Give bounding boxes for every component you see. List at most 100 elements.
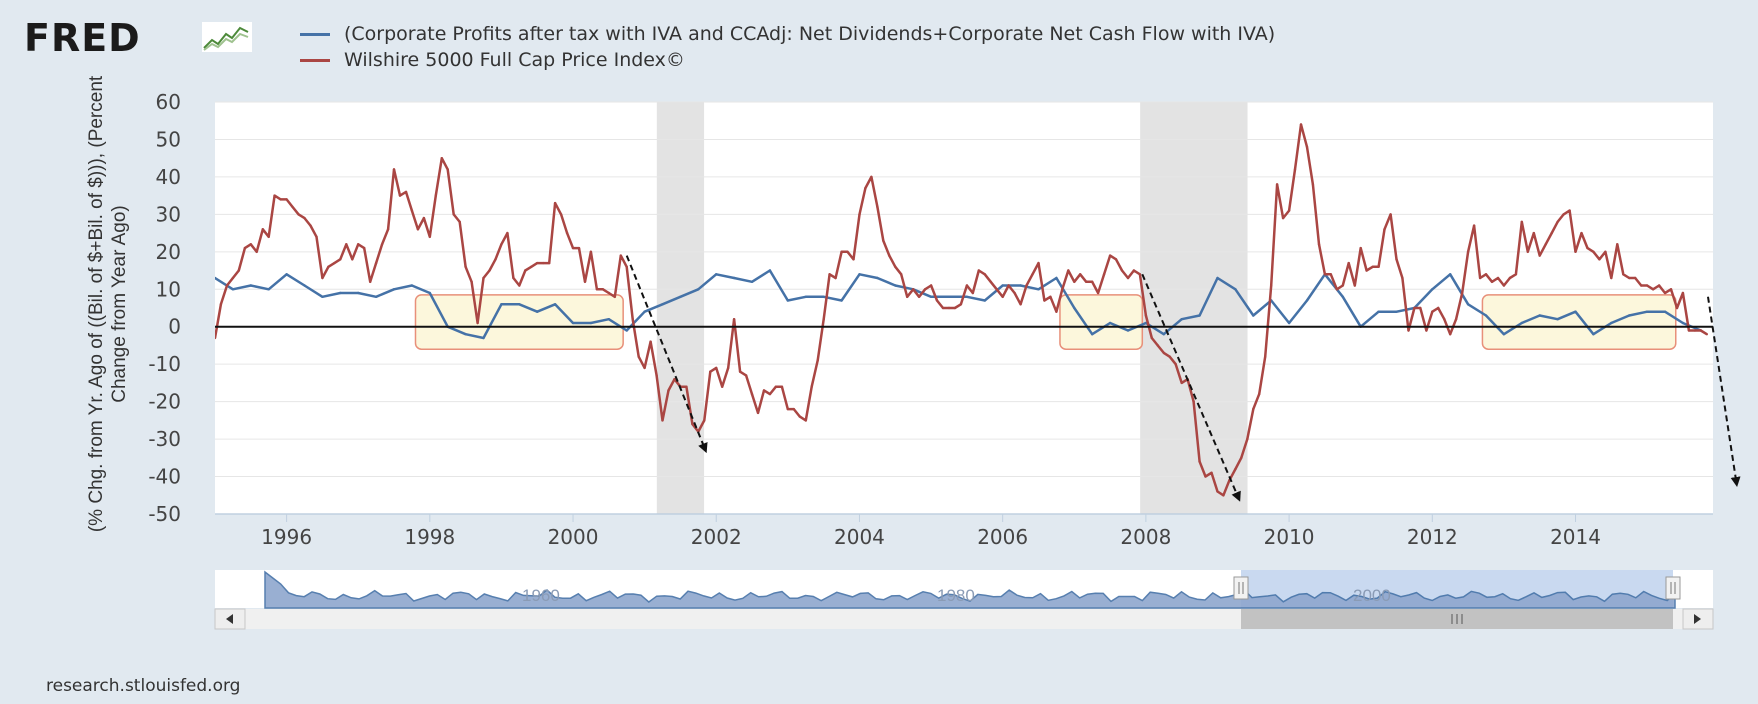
data-point [762,389,766,392]
data-point [589,250,593,253]
data-point [1520,321,1524,325]
data-point [565,231,569,235]
data-point [1007,284,1010,287]
data-point [1252,314,1255,317]
y-axis-label: (% Chg. from Yr. Ago of ((Bil. of $+Bil.… [85,74,131,534]
data-point [1168,355,1171,358]
data-point [834,276,837,280]
y-axis-label-line-1: (% Chg. from Yr. Ago of ((Bil. of $+Bil.… [86,75,107,533]
data-point [983,299,986,302]
data-point [756,411,760,415]
data-point [261,228,264,231]
data-point [482,336,485,340]
data-point [458,220,461,224]
data-point [1120,269,1124,272]
data-point [1478,276,1482,280]
legend-item-corporate-profits[interactable]: (Corporate Profits after tax with IVA an… [300,22,1275,46]
data-point [637,355,640,358]
navigator-handle-icon[interactable] [1665,576,1681,600]
data-point [273,194,276,197]
legend-swatch-red [300,58,330,62]
data-point [661,419,664,422]
data-point [512,276,515,280]
data-point [1687,329,1691,332]
data-point [1598,258,1601,261]
data-point [1252,407,1255,411]
data-point [1586,246,1589,250]
scrollbar[interactable] [214,608,1714,630]
data-point [1622,273,1625,276]
data-point [559,213,563,216]
data-point [553,201,557,205]
data-point [989,280,992,283]
legend-label: Wilshire 5000 Full Cap Price Index© [344,49,685,71]
data-point [1484,314,1488,317]
chart-header: FRED (Corporate Profits after tax with I… [0,0,1758,90]
data-point [392,168,396,171]
data-point [738,370,742,373]
data-point [1663,310,1667,313]
data-point [1210,471,1213,474]
data-point [410,284,414,287]
data-point [1669,288,1673,291]
data-point [1114,258,1118,261]
data-point [649,340,652,343]
x-tick-label: 1998 [404,525,455,549]
data-point [1347,261,1350,265]
data-point [1079,273,1082,276]
data-point [1604,250,1607,253]
data-point [1019,284,1022,287]
data-point [619,254,622,257]
data-point [583,280,587,283]
data-point [303,216,306,220]
data-point [1108,321,1112,325]
data-point [971,291,974,295]
data-point [428,291,431,295]
data-point [1102,273,1106,276]
data-point [1484,273,1488,276]
data-point [1538,314,1541,317]
data-point [327,265,330,268]
data-point [894,284,897,287]
data-point [267,288,270,291]
data-point [732,276,736,280]
source-credit: research.stlouisfed.org [46,676,241,696]
data-point [1335,288,1339,291]
data-point [1377,265,1380,268]
data-point [917,295,921,298]
data-point [816,359,819,362]
data-point [530,265,533,268]
data-point [1150,336,1154,340]
data-point [1449,333,1452,336]
data-point [1395,310,1398,313]
y-axis-label-line-2: Change from Year Ago) [109,205,130,403]
data-point [1085,280,1088,283]
data-point [1091,333,1094,336]
data-point [1108,254,1112,257]
data-point [1353,284,1357,287]
data-point [410,209,414,212]
data-point [1616,243,1619,246]
data-point [1198,460,1201,463]
data-point [1383,228,1386,231]
data-point [249,284,252,287]
data-point [404,190,408,194]
data-point [571,246,575,250]
legend-item-wilshire[interactable]: Wilshire 5000 Full Cap Price Index© [300,48,685,72]
data-point [595,288,599,291]
data-point [500,303,503,306]
data-point [607,291,610,295]
data-point [1454,318,1458,321]
scroll-right-arrow-icon [1694,614,1701,624]
data-point [1640,284,1643,287]
navigator-handle-icon[interactable] [1233,576,1249,600]
scroll-left-arrow-icon [226,614,233,624]
data-point [1705,333,1709,336]
data-point [470,280,473,283]
data-point [822,295,825,298]
data-point [1657,284,1661,287]
data-point [1413,306,1416,310]
data-point [1055,310,1058,313]
navigator[interactable]: 1960 1980 2000 [214,570,1714,630]
y-tick-label: -50 [148,502,181,526]
